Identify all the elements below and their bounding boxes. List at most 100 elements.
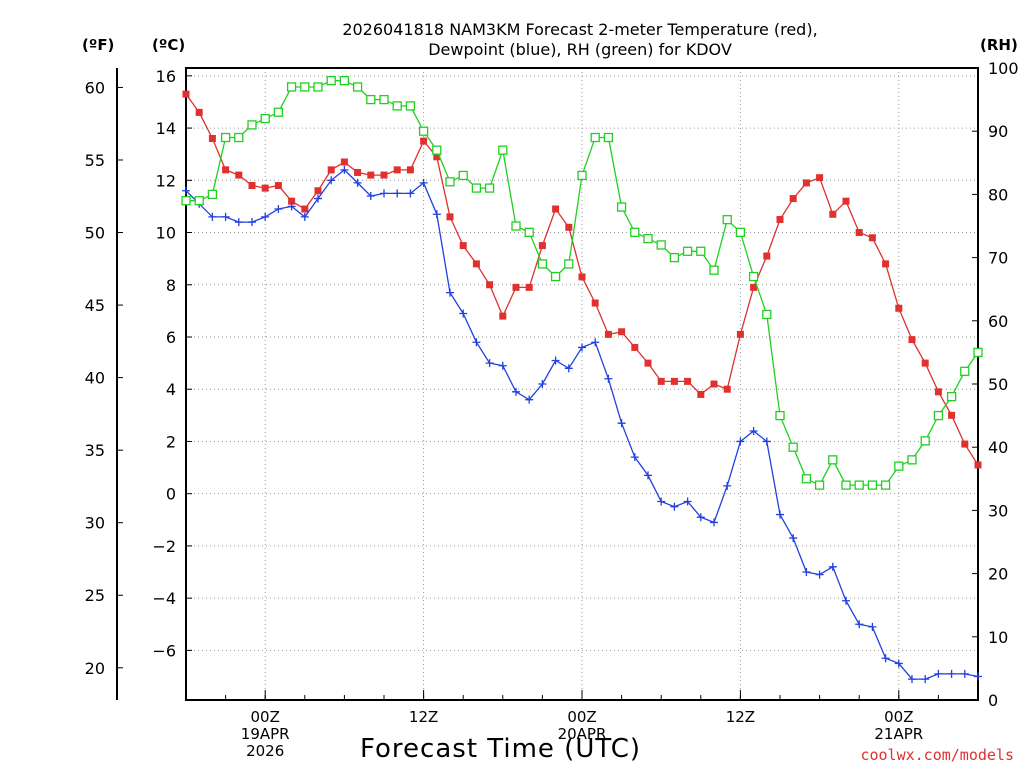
temperature-point <box>340 158 348 166</box>
celsius-tick-label: 10 <box>156 224 176 243</box>
temperature-point <box>882 260 890 268</box>
dewpoint-point <box>855 620 864 629</box>
dewpoint-point <box>182 186 190 195</box>
dewpoint-point <box>353 178 362 187</box>
temperature-point <box>552 205 560 213</box>
dewpoint-point <box>908 675 916 684</box>
dewpoint-point <box>723 481 732 490</box>
dewpoint-point <box>485 359 494 368</box>
rh-point <box>762 309 772 320</box>
rh-point <box>484 183 495 193</box>
temperature-point <box>578 273 586 281</box>
dewpoint-point <box>512 387 520 396</box>
dewpoint-point <box>538 380 547 388</box>
dewpoint-point <box>934 669 943 678</box>
x-tick-label: 21APR <box>874 725 923 743</box>
rh-point <box>682 246 693 256</box>
rh-point <box>392 101 402 111</box>
temperature-point <box>248 182 256 190</box>
rh-point <box>234 132 244 143</box>
rh-point <box>946 391 957 402</box>
rh-point <box>907 455 917 465</box>
temperature-point <box>842 197 850 205</box>
temperature-point <box>723 385 731 393</box>
celsius-tick-label: −6 <box>152 641 176 660</box>
dewpoint-point <box>393 189 402 198</box>
celsius-tick-label: −4 <box>152 589 176 608</box>
temperature-point <box>433 153 441 161</box>
celsius-tick-label: 14 <box>156 119 176 138</box>
fahrenheit-tick-label: 20 <box>85 659 105 678</box>
temperature-point <box>288 197 296 205</box>
rh-point <box>590 132 600 143</box>
rh-tick-label: 0 <box>988 691 998 710</box>
dewpoint-point <box>498 361 507 370</box>
dewpoint-point <box>828 562 837 571</box>
dewpoint-point <box>604 374 613 383</box>
rh-point <box>366 94 376 105</box>
dewpoint-point <box>419 178 428 187</box>
temperature-point <box>670 377 678 385</box>
dewpoint-point <box>591 338 600 347</box>
rh-point <box>880 480 891 490</box>
rh-point <box>418 126 429 136</box>
dewpoint-point <box>974 672 982 681</box>
dewpoint-point <box>340 165 349 174</box>
rh-point <box>630 227 640 237</box>
rh-point <box>577 170 587 181</box>
temperature-point <box>182 90 190 98</box>
rh-point <box>814 480 825 490</box>
temperature-point <box>274 182 282 190</box>
dewpoint-point <box>274 205 283 214</box>
dewpoint-point <box>762 437 771 446</box>
temperature-point <box>736 330 744 338</box>
x-tick-label: 00Z <box>251 708 280 726</box>
dewpoint-point <box>459 309 468 318</box>
rh-point <box>405 101 416 111</box>
site-credit: coolwx.com/models <box>860 746 1014 764</box>
rh-point <box>722 215 732 225</box>
rh-tick-label: 60 <box>988 312 1008 331</box>
dewpoint-point <box>802 568 811 577</box>
temperature-point <box>208 135 216 143</box>
rh-tick-label: 40 <box>988 438 1008 457</box>
temperature-point <box>512 283 520 291</box>
dewpoint-point <box>287 202 296 211</box>
temperature-point <box>710 380 718 388</box>
dewpoint-point <box>551 356 560 365</box>
celsius-tick-label: 12 <box>156 171 176 190</box>
temperature-point <box>802 179 810 187</box>
celsius-tick-label: 0 <box>166 485 176 504</box>
temperature-point <box>367 171 375 179</box>
rh-point <box>511 221 521 231</box>
dewpoint-point <box>749 427 758 436</box>
celsius-tick-label: −2 <box>152 537 176 556</box>
rh-point <box>313 82 323 92</box>
celsius-tick-label: 4 <box>166 380 176 399</box>
temperature-point <box>314 187 322 195</box>
fahrenheit-tick-label: 35 <box>85 441 105 460</box>
fahrenheit-tick-label: 40 <box>85 369 105 388</box>
dewpoint-point <box>657 497 666 506</box>
dewpoint-point <box>894 659 903 668</box>
rh-point <box>867 480 878 490</box>
temperature-point <box>855 229 863 237</box>
temperature-point <box>499 312 507 320</box>
rh-point <box>286 82 297 92</box>
temperature-point <box>327 166 335 174</box>
x-tick-label: 19APR <box>241 725 290 743</box>
fahrenheit-tick-label: 55 <box>85 151 105 170</box>
temperature-point <box>354 168 362 176</box>
temperature-point <box>974 461 982 469</box>
temperature-point <box>604 330 612 338</box>
rh-point <box>603 132 614 143</box>
dewpoint-point <box>696 513 705 522</box>
fahrenheit-axis-label: (ºF) <box>82 36 115 54</box>
temperature-point <box>868 234 876 242</box>
celsius-tick-label: 2 <box>166 432 176 451</box>
temperature-point <box>261 184 269 192</box>
rh-point <box>524 227 534 237</box>
dewpoint-point <box>710 518 718 527</box>
dewpoint-point <box>327 176 336 185</box>
